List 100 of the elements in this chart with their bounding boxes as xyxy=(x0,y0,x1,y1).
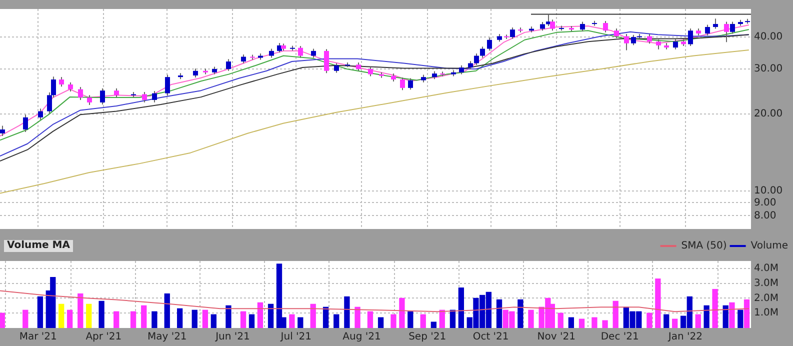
bar xyxy=(50,277,56,328)
candlestick xyxy=(100,88,105,105)
x-tick-label: Jul '21 xyxy=(280,332,312,343)
x-tick-label: Jun '21 xyxy=(214,332,250,343)
candlestick xyxy=(580,21,585,32)
candlestick xyxy=(624,34,629,51)
bar xyxy=(276,264,282,328)
bar xyxy=(298,317,304,328)
bar xyxy=(210,314,216,328)
candlestick xyxy=(78,86,83,100)
bar xyxy=(450,310,456,328)
candlestick xyxy=(59,76,64,88)
bar xyxy=(695,314,701,328)
bar xyxy=(164,293,170,328)
bar xyxy=(744,299,750,328)
bar xyxy=(664,314,670,328)
bar xyxy=(602,320,608,328)
legend-label: SMA (50) xyxy=(681,240,727,252)
bar xyxy=(141,305,147,328)
bar xyxy=(420,314,426,328)
bar xyxy=(240,311,246,328)
bar xyxy=(192,310,198,328)
candlestick xyxy=(226,58,231,72)
candlestick xyxy=(298,46,303,58)
bar xyxy=(322,306,329,328)
y-tick-label: 20.00 xyxy=(754,108,783,120)
bar xyxy=(712,288,718,328)
bar xyxy=(704,305,710,328)
bar xyxy=(22,310,28,328)
candlestick xyxy=(0,125,5,137)
bar xyxy=(578,318,585,328)
bar xyxy=(408,311,414,328)
bar xyxy=(367,311,374,328)
bar xyxy=(496,299,502,328)
bar xyxy=(528,310,534,328)
y-tick-label: 4.0M xyxy=(754,263,779,274)
bar xyxy=(334,314,340,328)
y-tick-label: 10.00 xyxy=(754,186,783,197)
bar xyxy=(257,302,264,328)
bar xyxy=(226,305,232,328)
legend-label: Volume xyxy=(750,240,788,252)
y-tick-label: 2.0M xyxy=(754,292,779,304)
candlestick xyxy=(647,34,652,44)
bar xyxy=(66,310,73,328)
candlestick xyxy=(631,34,636,46)
x-tick-label: Apr '21 xyxy=(86,332,122,343)
bar xyxy=(655,278,661,328)
bar xyxy=(0,312,5,328)
bar xyxy=(268,304,274,328)
candlestick xyxy=(38,108,43,120)
bar xyxy=(248,314,255,328)
bar xyxy=(130,311,136,328)
bar xyxy=(37,296,44,328)
chart-title: Volume MA xyxy=(4,240,73,252)
candlestick xyxy=(114,88,119,98)
x-tick-label: Mar '21 xyxy=(19,332,57,343)
y-tick-label: 1.0M xyxy=(754,308,779,319)
bar xyxy=(344,296,350,328)
bar xyxy=(518,299,524,328)
bar xyxy=(458,287,464,328)
x-tick-label: Oct '21 xyxy=(472,332,509,343)
candlestick xyxy=(87,94,92,106)
candlestick xyxy=(713,18,718,30)
x-tick-label: Aug '21 xyxy=(342,332,381,343)
x-tick-label: May '21 xyxy=(147,332,187,343)
bar xyxy=(390,314,396,328)
bar xyxy=(612,300,618,328)
y-tick-label: 40.00 xyxy=(754,32,783,43)
x-tick-label: Sep '21 xyxy=(408,332,446,343)
bar xyxy=(310,304,316,328)
candlestick xyxy=(510,26,515,40)
bar xyxy=(78,293,84,328)
bar xyxy=(378,317,384,328)
x-tick-label: Jan '22 xyxy=(667,332,702,343)
candlestick xyxy=(165,74,170,96)
candlestick xyxy=(705,24,710,36)
x-tick-label: Nov '21 xyxy=(537,332,576,343)
bar xyxy=(729,302,735,328)
candlestick xyxy=(152,90,157,103)
bar xyxy=(568,317,574,328)
candlestick xyxy=(656,39,661,50)
candlestick xyxy=(614,28,619,39)
candlestick xyxy=(324,48,329,74)
bar xyxy=(439,310,445,328)
bar xyxy=(430,322,437,328)
bar xyxy=(399,298,405,328)
candlestick xyxy=(400,76,405,91)
bar xyxy=(289,314,295,328)
bar xyxy=(672,318,678,328)
candlestick xyxy=(688,28,693,47)
y-tick-label: 30.00 xyxy=(754,64,783,75)
candlestick xyxy=(474,52,479,66)
y-tick-label: 8.00 xyxy=(754,210,776,222)
bar xyxy=(114,311,120,328)
candlestick xyxy=(724,21,729,43)
candlestick xyxy=(23,114,28,133)
bar xyxy=(738,310,744,328)
candlestick xyxy=(673,38,678,50)
bar xyxy=(176,308,183,328)
candlestick xyxy=(487,37,492,52)
